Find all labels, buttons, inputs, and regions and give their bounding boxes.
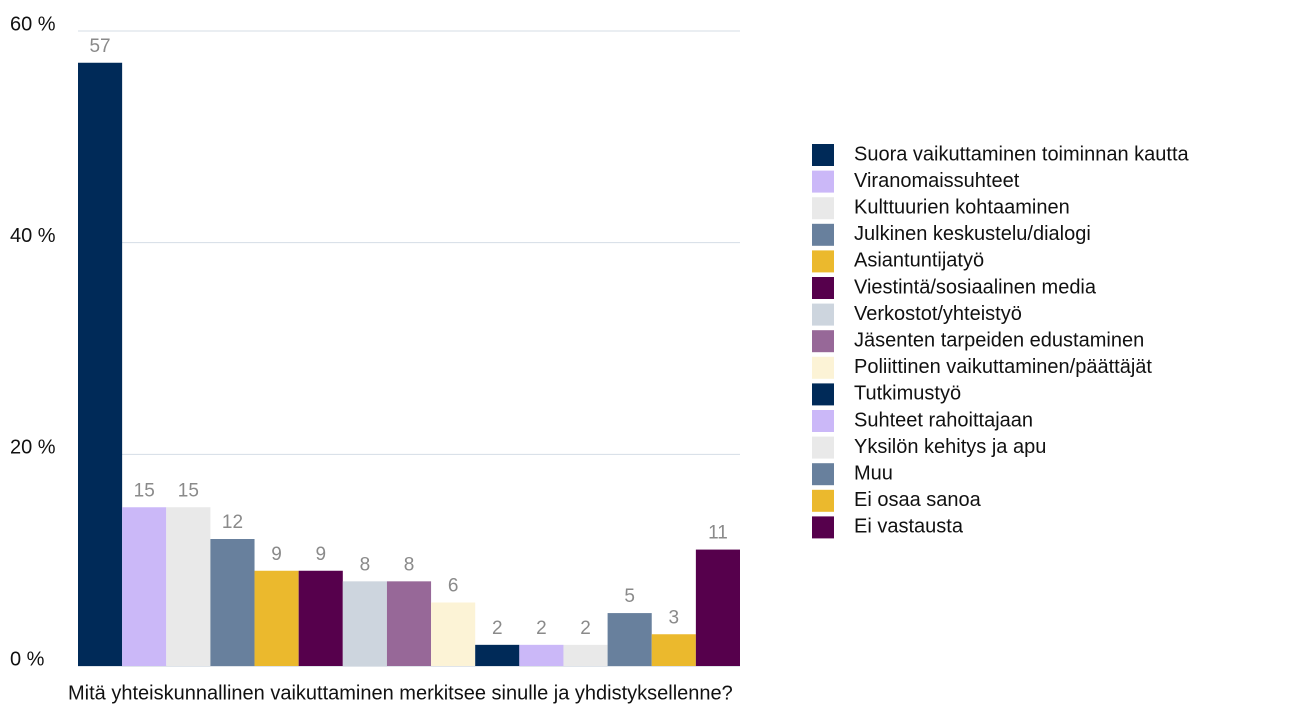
y-tick-label: 0 % (10, 648, 45, 670)
bar (122, 507, 167, 666)
bar (607, 613, 652, 666)
value-label: 2 (536, 618, 547, 639)
value-label: 6 (448, 576, 459, 597)
bar (475, 644, 520, 666)
bar (210, 539, 255, 666)
value-label: 5 (624, 586, 635, 607)
y-tick-label: 20 % (10, 437, 56, 459)
legend-label: Jäsenten tarpeiden edustaminen (854, 329, 1144, 351)
value-label: 8 (404, 554, 415, 575)
bar (519, 644, 564, 666)
legend-label: Tutkimustyö (854, 383, 961, 405)
legend-swatch (812, 356, 834, 379)
value-label: 2 (580, 618, 591, 639)
bar (651, 634, 696, 666)
legend-swatch (812, 436, 834, 459)
bar (254, 570, 299, 666)
legend-swatch (812, 516, 834, 539)
legend-label: Verkostot/yhteistyö (854, 303, 1022, 325)
bar (431, 602, 476, 666)
bar (78, 62, 123, 666)
legend-label: Ei osaa sanoa (854, 489, 982, 511)
legend-swatch (812, 463, 834, 486)
legend-swatch (812, 330, 834, 353)
value-label: 9 (271, 544, 282, 565)
legend-label: Viestintä/sosiaalinen media (854, 276, 1097, 298)
value-label: 8 (360, 554, 371, 575)
value-label: 3 (669, 607, 680, 628)
x-axis-label: Mitä yhteiskunnallinen vaikuttaminen mer… (68, 682, 733, 704)
legend-label: Muu (854, 462, 893, 484)
legend-label: Suora vaikuttaminen toiminnan kautta (854, 143, 1190, 165)
value-label: 15 (134, 480, 155, 501)
legend-swatch (812, 197, 834, 220)
legend-swatch (812, 250, 834, 273)
legend-swatch (812, 383, 834, 406)
value-label: 11 (708, 523, 728, 544)
legend-label: Poliittinen vaikuttaminen/päättäjät (854, 356, 1152, 378)
legend-swatch (812, 303, 834, 326)
value-label: 9 (315, 544, 326, 565)
value-label: 15 (178, 480, 199, 501)
value-label: 12 (222, 512, 243, 533)
bar (342, 581, 387, 666)
legend-label: Kulttuurien kohtaaminen (854, 196, 1070, 218)
bar (386, 581, 432, 666)
bar (695, 549, 740, 666)
legend-swatch (812, 489, 834, 512)
legend-swatch (812, 223, 834, 246)
bar (563, 644, 608, 666)
value-label: 2 (492, 618, 503, 639)
bar (166, 507, 211, 666)
y-tick-label: 40 % (10, 225, 56, 247)
legend-swatch (812, 144, 834, 166)
legend-swatch (812, 170, 834, 193)
legend-label: Suhteet rahoittajaan (854, 409, 1033, 431)
legend-swatch (812, 410, 834, 432)
legend-swatch (812, 277, 834, 299)
legend-label: Asiantuntijatyö (854, 250, 984, 272)
legend-label: Yksilön kehitys ja apu (854, 436, 1046, 458)
value-label: 57 (89, 36, 110, 57)
y-tick-label: 60 % (10, 13, 56, 35)
legend-label: Julkinen keskustelu/dialogi (854, 223, 1091, 245)
legend-label: Ei vastausta (854, 516, 964, 538)
legend-label: Viranomaissuhteet (854, 170, 1020, 192)
bar (298, 570, 343, 666)
